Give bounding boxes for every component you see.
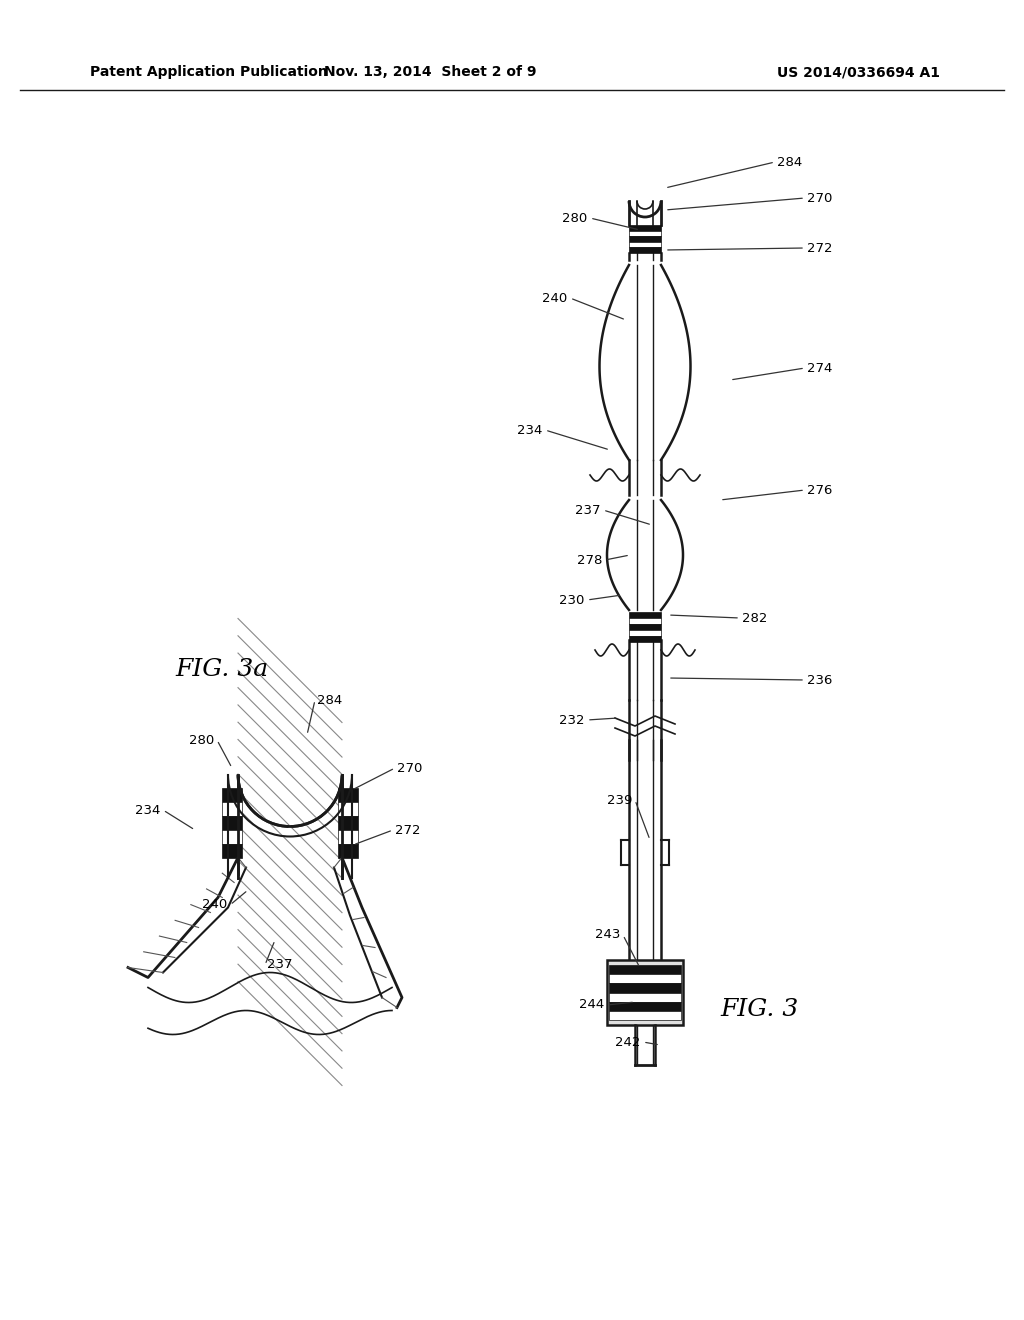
Polygon shape <box>238 722 342 878</box>
Text: 237: 237 <box>575 503 601 516</box>
Bar <box>338 801 358 816</box>
Text: 232: 232 <box>559 714 585 726</box>
Text: US 2014/0336694 A1: US 2014/0336694 A1 <box>777 65 940 79</box>
Text: 234: 234 <box>517 424 543 437</box>
Text: 272: 272 <box>807 242 833 255</box>
Text: 240: 240 <box>203 899 227 912</box>
Bar <box>629 242 662 247</box>
Text: FIG. 3: FIG. 3 <box>720 998 799 1022</box>
Text: 244: 244 <box>580 998 604 1011</box>
Bar <box>629 624 662 630</box>
Bar <box>338 788 358 801</box>
Text: 276: 276 <box>807 483 833 496</box>
Text: 284: 284 <box>777 156 803 169</box>
Bar <box>338 816 358 829</box>
Bar <box>629 630 662 636</box>
Text: Nov. 13, 2014  Sheet 2 of 9: Nov. 13, 2014 Sheet 2 of 9 <box>324 65 537 79</box>
Bar <box>609 993 681 1002</box>
Text: 270: 270 <box>397 762 423 775</box>
Bar <box>338 829 358 843</box>
Text: 284: 284 <box>317 693 343 706</box>
Bar <box>607 960 683 1026</box>
Text: 230: 230 <box>559 594 585 606</box>
Text: 274: 274 <box>807 362 833 375</box>
Bar <box>222 816 242 829</box>
Bar <box>629 231 662 236</box>
Bar <box>222 788 242 801</box>
Bar <box>629 612 662 618</box>
Text: 278: 278 <box>578 553 603 566</box>
Text: 239: 239 <box>607 793 633 807</box>
Bar <box>629 236 662 242</box>
Text: 240: 240 <box>543 292 567 305</box>
Bar <box>222 843 242 858</box>
Text: 270: 270 <box>807 191 833 205</box>
Text: 234: 234 <box>135 804 161 817</box>
Text: 237: 237 <box>267 958 293 972</box>
Text: 282: 282 <box>742 611 768 624</box>
Text: 280: 280 <box>562 211 588 224</box>
Bar <box>609 1011 681 1020</box>
Text: Patent Application Publication: Patent Application Publication <box>90 65 328 79</box>
Bar <box>338 843 358 858</box>
Text: 236: 236 <box>807 673 833 686</box>
Bar <box>609 983 681 993</box>
Bar <box>629 224 662 231</box>
Text: 243: 243 <box>595 928 621 941</box>
Text: 242: 242 <box>615 1035 641 1048</box>
Text: 272: 272 <box>395 824 421 837</box>
Text: 280: 280 <box>189 734 215 747</box>
Bar <box>222 801 242 816</box>
Bar <box>222 829 242 843</box>
Bar <box>629 618 662 624</box>
Bar <box>609 974 681 983</box>
Bar <box>629 247 662 253</box>
Bar <box>629 636 662 642</box>
Bar <box>609 1002 681 1011</box>
Text: FIG. 3a: FIG. 3a <box>175 659 268 681</box>
Bar <box>609 965 681 974</box>
